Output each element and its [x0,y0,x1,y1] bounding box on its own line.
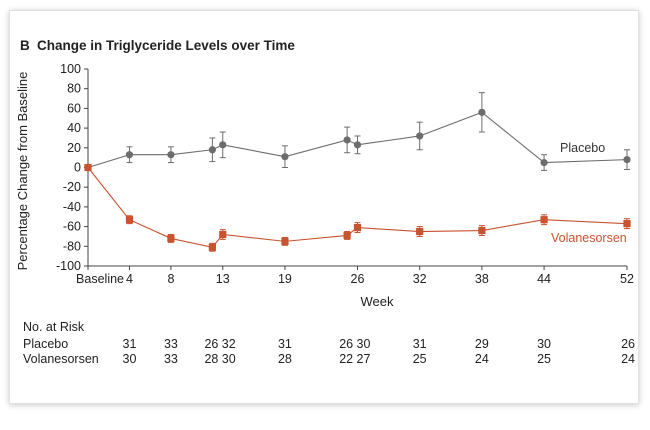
placebo-point [353,141,362,149]
y-tick-label: -80 [63,239,81,253]
y-tick-label: 20 [67,141,81,155]
risk-count-volanesorsen: 33 [164,352,178,366]
volanesorsen-point [540,216,548,224]
x-axis-label: Week [361,294,394,309]
risk-count-placebo: 31 [278,337,292,351]
risk-count-volanesorsen: 28 [204,352,218,366]
risk-count-volanesorsen: 24 [475,352,489,366]
risk-row-label-placebo: Placebo [23,337,68,351]
risk-count-volanesorsen: 24 [621,352,635,366]
risk-count-placebo: 26 [621,337,635,351]
risk-count-placebo: 33 [164,337,178,351]
risk-count-volanesorsen: 30 [123,352,137,366]
volanesorsen-point [478,226,486,235]
risk-count-placebo: 26 [339,337,353,351]
placebo-series-label: Placebo [560,141,605,155]
risk-count-volanesorsen: 22 [339,352,353,366]
figure-panel: B Change in Triglyceride Levels over Tim… [9,10,639,404]
volanesorsen-point [281,237,289,245]
y-tick-label: 0 [74,161,81,175]
x-tick-label: 32 [413,272,427,286]
volanesorsen-point [343,231,351,240]
x-tick-label: 26 [351,272,365,286]
chart-title: Change in Triglyceride Levels over Time [37,38,295,53]
y-tick-label: 40 [67,121,81,135]
volanesorsen-point [623,220,631,228]
placebo-point [540,158,548,167]
risk-count-volanesorsen: 28 [278,352,292,366]
y-tick-label: -60 [63,220,81,234]
risk-count-volanesorsen: 25 [413,352,427,366]
x-tick-label: 19 [278,272,292,286]
placebo-point [343,136,351,144]
volanesorsen-point [416,227,424,236]
risk-count-placebo: 31 [413,337,427,351]
risk-count-volanesorsen: 30 [222,352,236,366]
placebo-point [478,108,486,116]
risk-count-placebo: 26 [204,337,218,351]
volanesorsen-point [208,243,216,251]
placebo-point [623,156,631,164]
risk-count-placebo: 30 [537,337,551,351]
x-tick-label: 13 [216,272,230,286]
volanesorsen-point [125,216,134,224]
placebo-point [219,141,227,149]
risk-count-volanesorsen: 25 [537,352,551,366]
x-tick-label: 44 [537,272,551,286]
x-tick-label: 52 [620,272,634,286]
risk-count-placebo: 29 [475,337,489,351]
y-tick-label: 60 [67,101,81,115]
placebo-point [281,153,289,161]
risk-row-label-volanesorsen: Volanesorsen [23,352,99,366]
risk-count-placebo: 30 [357,337,371,351]
placebo-point [208,146,216,154]
y-tick-label: -40 [63,200,81,214]
series-group [84,92,631,252]
risk-count-placebo: 31 [123,337,137,351]
placebo-point [125,151,134,159]
volanesorsen-line [87,167,628,248]
y-tick-label: 80 [67,82,81,96]
y-tick-label: 100 [60,62,81,76]
panel-letter: B [20,38,30,53]
placebo-point [167,151,175,159]
risk-table-header: No. at Risk [23,320,85,334]
x-tick-label: 4 [126,272,133,286]
volanesorsen-series-label: Volanesorsen [551,231,627,245]
y-axis-label: Percentage Change from Baseline [15,72,30,271]
x-tick-label: 38 [475,272,489,286]
placebo-point [416,132,424,140]
x-tick-label-baseline: Baseline [76,272,124,286]
y-tick-label: -20 [63,180,81,194]
risk-count-placebo: 32 [222,337,236,351]
y-tick-label: -100 [56,259,81,273]
x-tick-label: 8 [167,272,174,286]
volanesorsen-point [84,163,92,172]
placebo-line [87,111,628,169]
chart: B Change in Triglyceride Levels over Tim… [15,38,636,366]
volanesorsen-point [167,234,175,243]
risk-count-volanesorsen: 27 [357,352,371,366]
volanesorsen-point [219,230,227,239]
volanesorsen-point [353,223,362,232]
